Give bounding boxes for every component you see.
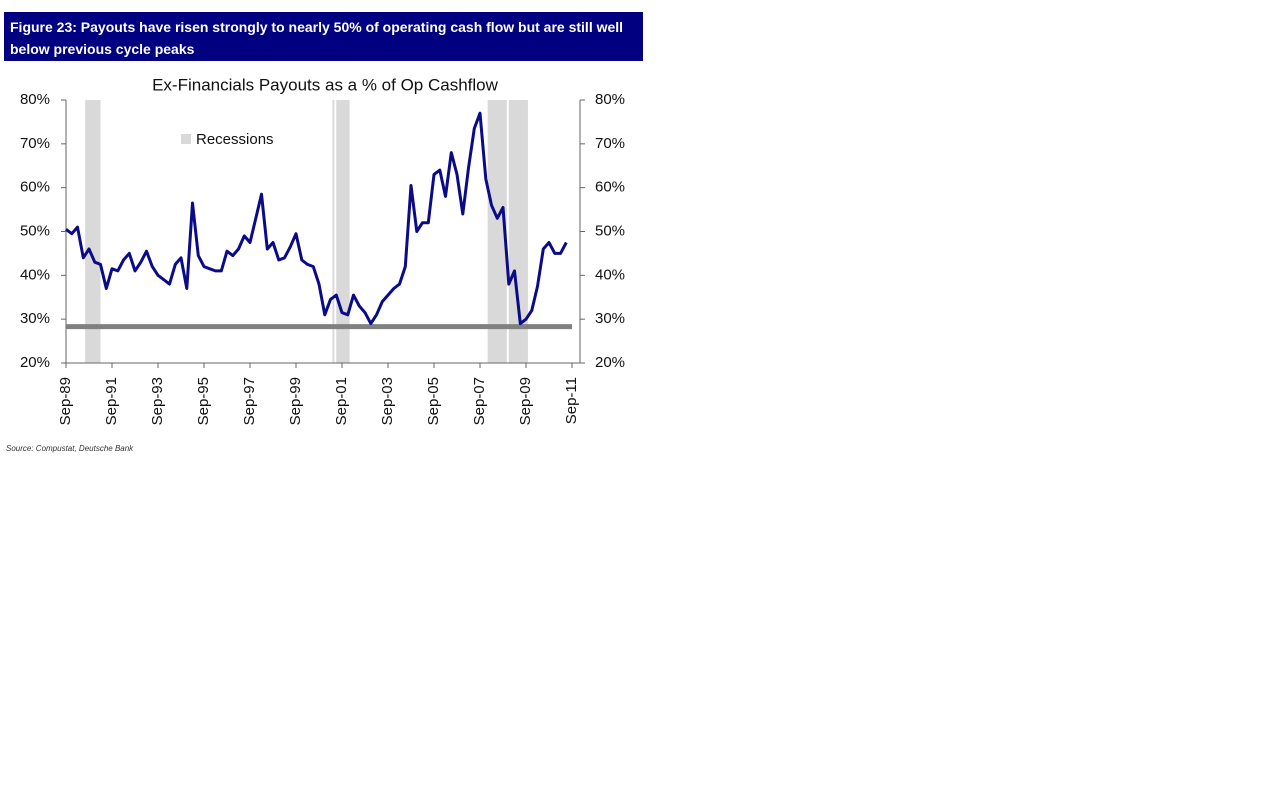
y2-tick-label: 50% <box>595 222 625 239</box>
x-tick-label: Sep-89 <box>57 377 74 425</box>
legend-swatch <box>181 134 191 144</box>
x-tick-label: Sep-97 <box>241 377 258 425</box>
x-tick-label: Sep-03 <box>379 377 396 425</box>
legend-label: Recessions <box>196 131 274 148</box>
y2-tick-label: 80% <box>595 91 625 108</box>
x-tick-label: Sep-09 <box>517 377 534 425</box>
x-tick-label: Sep-01 <box>333 377 350 425</box>
x-tick-label: Sep-11 <box>563 377 580 424</box>
y2-tick-label: 30% <box>595 310 625 327</box>
source-note: Source: Compustat, Deutsche Bank <box>6 444 134 453</box>
y-tick-label: 80% <box>20 91 50 108</box>
x-tick-label: Sep-95 <box>195 377 212 425</box>
y-tick-label: 60% <box>20 179 50 196</box>
y-tick-label: 50% <box>20 222 50 239</box>
y2-tick-label: 60% <box>595 179 625 196</box>
y-tick-label: 70% <box>20 135 50 152</box>
recession-band <box>487 100 507 363</box>
y2-tick-label: 20% <box>595 354 625 371</box>
y-tick-label: 20% <box>20 354 50 371</box>
y2-tick-label: 40% <box>595 266 625 283</box>
x-tick-label: Sep-93 <box>149 377 166 425</box>
figure-title: Figure 23: Payouts have risen strongly t… <box>4 12 643 61</box>
recession-band <box>332 100 335 363</box>
recession-band <box>508 100 528 363</box>
x-tick-label: Sep-99 <box>287 377 304 425</box>
y-tick-label: 30% <box>20 310 50 327</box>
data-line <box>65 111 568 326</box>
recession-band <box>336 100 350 363</box>
recession-band <box>85 100 101 363</box>
x-tick-label: Sep-07 <box>471 377 488 425</box>
x-tick-label: Sep-91 <box>103 377 120 425</box>
y2-tick-label: 70% <box>595 135 625 152</box>
y-tick-label: 40% <box>20 266 50 283</box>
chart-title: Ex-Financials Payouts as a % of Op Cashf… <box>152 75 499 94</box>
x-tick-label: Sep-05 <box>425 377 442 425</box>
